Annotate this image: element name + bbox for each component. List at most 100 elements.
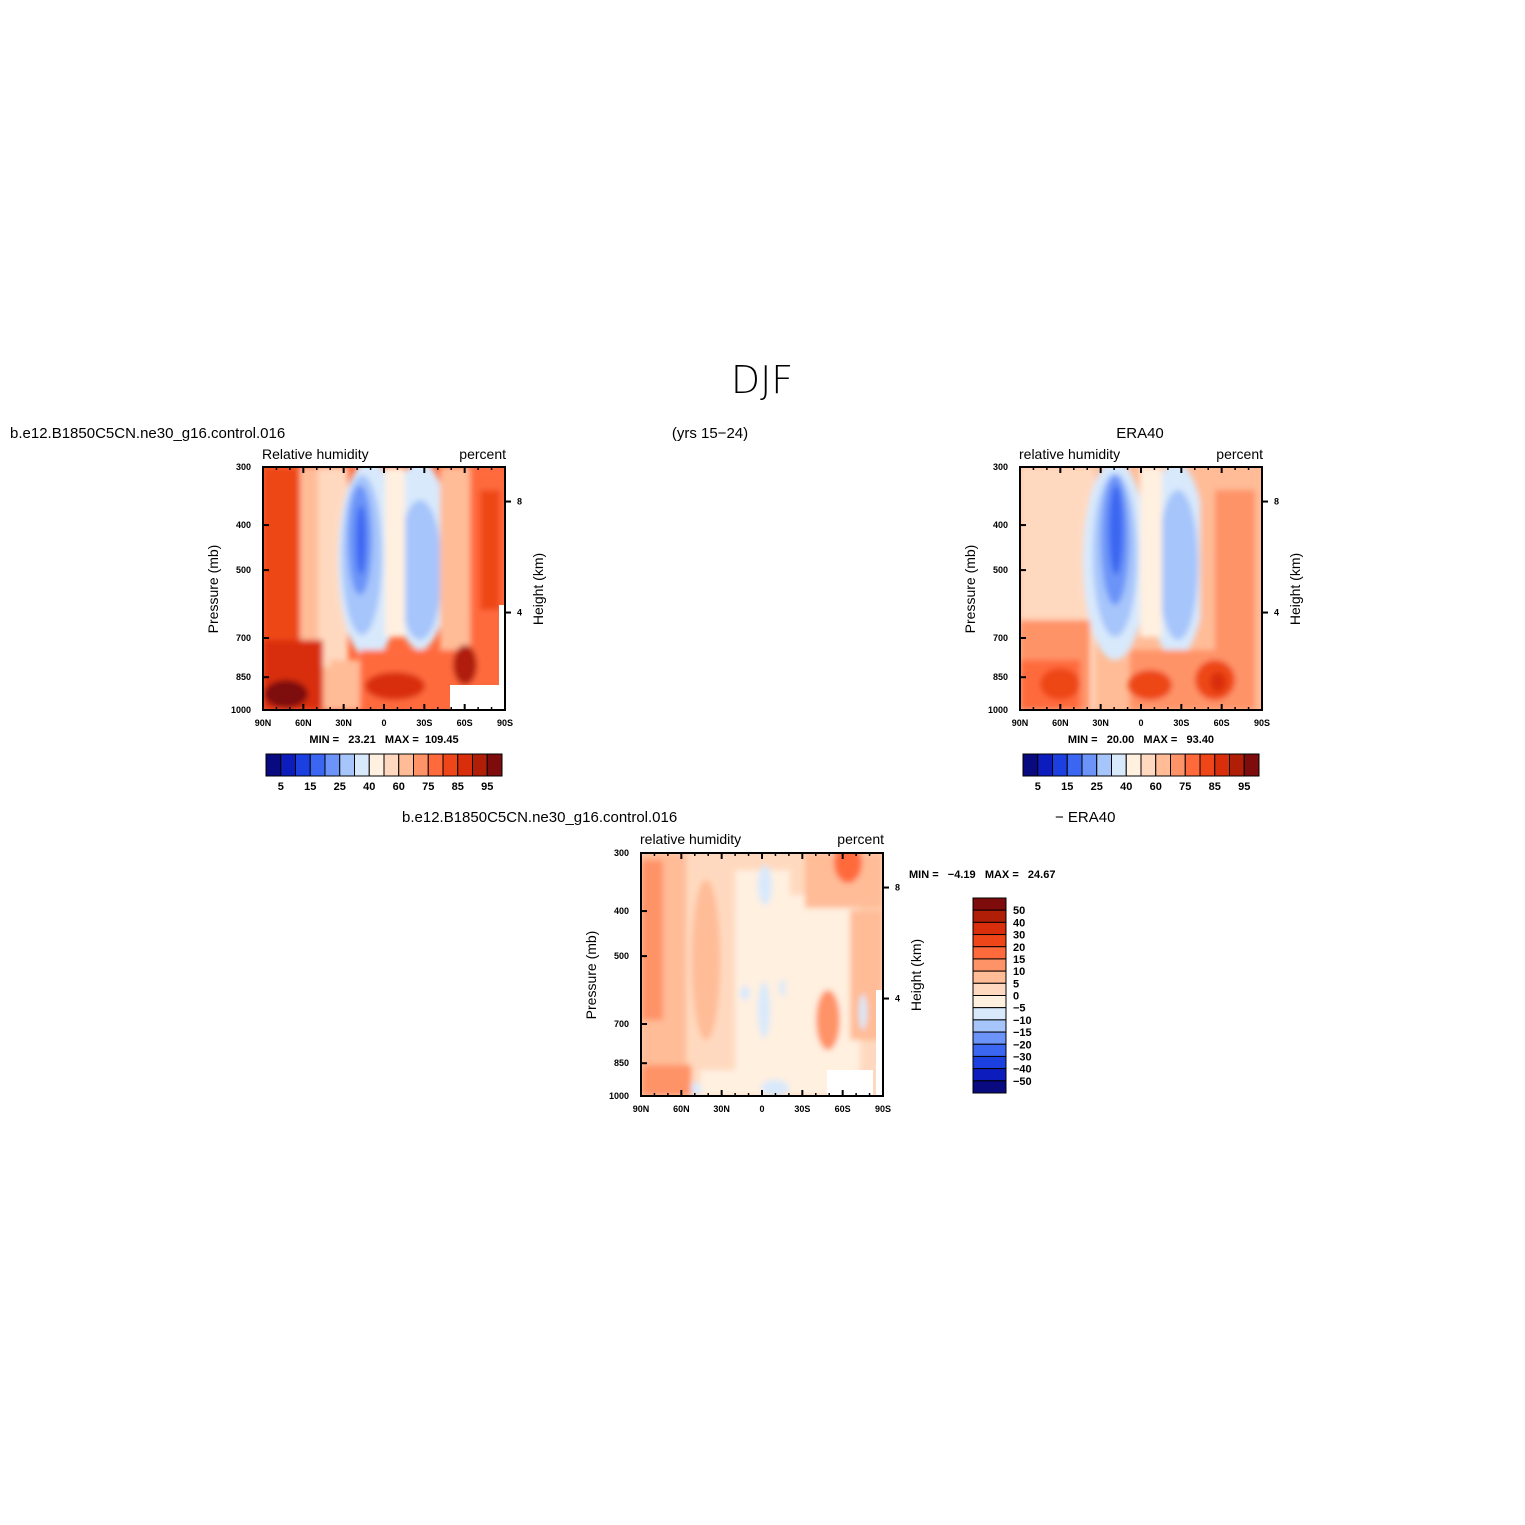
colorbar-box [972, 1080, 1007, 1094]
y-tick-label: 500 [614, 951, 629, 961]
y-tick-label: 400 [236, 520, 251, 530]
x-tick-label: 60N [295, 718, 312, 728]
colorbar-label: −10 [1013, 1015, 1032, 1027]
x-tick-label: 60S [457, 718, 473, 728]
colorbar-box [413, 753, 429, 777]
y-tick-label: 300 [993, 462, 1008, 472]
colorbar-label: 75 [1179, 781, 1191, 793]
figure-title: DJF [731, 358, 793, 402]
colorbar-box [972, 1043, 1007, 1057]
colorbar-box [368, 753, 385, 777]
colorbar-box [972, 970, 1007, 984]
colorbar-label: 10 [1013, 966, 1025, 978]
panel-model-ylabel: Pressure (mb) [205, 545, 221, 634]
colorbar-box [1170, 753, 1186, 777]
colorbar-label: 85 [1209, 781, 1221, 793]
colorbar-label: 75 [422, 781, 434, 793]
colorbar-label: 50 [1013, 905, 1025, 917]
colorbar-box [1214, 753, 1230, 777]
y-tick-label: 850 [614, 1058, 629, 1068]
colorbar-box [1229, 753, 1245, 777]
colorbar-box [427, 753, 444, 777]
colorbar-box [972, 1055, 1007, 1070]
colorbar-box [1140, 753, 1157, 777]
x-tick-label: 60N [1052, 718, 1069, 728]
x-tick-label: 30S [794, 1104, 810, 1114]
colorbar-box [972, 946, 1007, 960]
colorbar-label: 25 [1091, 781, 1103, 793]
panel-diff-right-label: percent [837, 831, 884, 847]
colorbar-box [1096, 753, 1112, 777]
contour-field-obs [1020, 467, 1262, 710]
colorbar-label: 30 [1013, 930, 1025, 942]
colorbar-box [972, 921, 1007, 936]
colorbar-box [1155, 753, 1171, 777]
figure-subtitle: (yrs 15−24) [672, 425, 748, 442]
colorbar-label: 40 [1013, 917, 1025, 929]
colorbar-box [1111, 753, 1127, 777]
panel-diff-case2: − ERA40 [1055, 809, 1115, 826]
colorbar-label: 60 [1150, 781, 1162, 793]
colorbar-label: 15 [1061, 781, 1073, 793]
colorbar-box [1243, 753, 1260, 777]
colorbar-box [1052, 753, 1068, 777]
x-tick-label: 90N [633, 1104, 650, 1114]
colorbar-label: 85 [452, 781, 464, 793]
colorbar-box [1184, 753, 1201, 777]
colorbar-box [324, 753, 341, 777]
colorbar-label: 20 [1013, 942, 1025, 954]
x-tick-label: 90S [497, 718, 513, 728]
panel-obs: ERA40 relative humidity percent [962, 425, 1303, 793]
colorbar-box [295, 753, 311, 777]
colorbar-box [972, 982, 1007, 996]
y-tick-label: 500 [993, 565, 1008, 575]
y-tick-label: 400 [993, 520, 1008, 530]
colorbar-box [442, 753, 459, 777]
panel-obs-stats: MIN = 20.00 MAX = 93.40 [1068, 734, 1214, 746]
x-tick-label: 90N [255, 718, 272, 728]
colorbar-box [457, 753, 473, 777]
panel-diff-axes: 90N 60N 30N 0 30S 60S 90S 300 400 500 700 850 1000 8 4 [609, 848, 900, 1114]
y-tick-label: 700 [614, 1019, 629, 1029]
colorbar-box [1199, 753, 1216, 777]
x-tick-label: 30S [416, 718, 432, 728]
colorbar-box [472, 753, 488, 777]
colorbar-label: 40 [1120, 781, 1132, 793]
y-tick-label: 400 [614, 906, 629, 916]
colorbar-label: 5 [1013, 978, 1019, 990]
colorbar-box [972, 995, 1007, 1009]
colorbar-box [972, 1031, 1007, 1045]
colorbar-label: 25 [334, 781, 346, 793]
height-tick-label: 8 [895, 883, 900, 893]
y-tick-label: 850 [236, 672, 251, 682]
colorbar-box [972, 934, 1007, 948]
colorbar-label: −15 [1013, 1027, 1032, 1039]
colorbar-box [265, 753, 282, 777]
contour-field-diff [641, 853, 883, 1096]
colorbar-label: −40 [1013, 1064, 1032, 1076]
panel-obs-right-label: percent [1216, 446, 1263, 462]
colorbar-label: 40 [363, 781, 375, 793]
colorbar-label: 60 [393, 781, 405, 793]
contour-field-model [263, 467, 505, 710]
colorbar-box [972, 1019, 1007, 1033]
panel-model-case: b.e12.B1850C5CN.ne30_g16.control.016 [10, 425, 285, 442]
panel-diff-ylabel: Pressure (mb) [583, 931, 599, 1020]
colorbar-label: 95 [1238, 781, 1250, 793]
panel-diff-case: b.e12.B1850C5CN.ne30_g16.control.016 [402, 809, 677, 826]
height-tick-label: 8 [517, 497, 522, 507]
colorbar-label: 5 [1035, 781, 1041, 793]
y-tick-label: 500 [236, 565, 251, 575]
panel-obs-axes: 90N 60N 30N 0 30S 60S 90S 300 400 500 700 850 1000 8 4 [988, 462, 1279, 728]
colorbar-box [398, 753, 414, 777]
x-tick-label: 0 [759, 1104, 764, 1114]
colorbar-box [1081, 753, 1098, 777]
x-tick-label: 60S [835, 1104, 851, 1114]
y-tick-label: 1000 [609, 1091, 629, 1101]
height-tick-label: 8 [1274, 497, 1279, 507]
colorbar-label: −50 [1013, 1076, 1032, 1088]
height-tick-label: 4 [1274, 608, 1279, 618]
panel-diff-left-label: relative humidity [640, 831, 741, 847]
